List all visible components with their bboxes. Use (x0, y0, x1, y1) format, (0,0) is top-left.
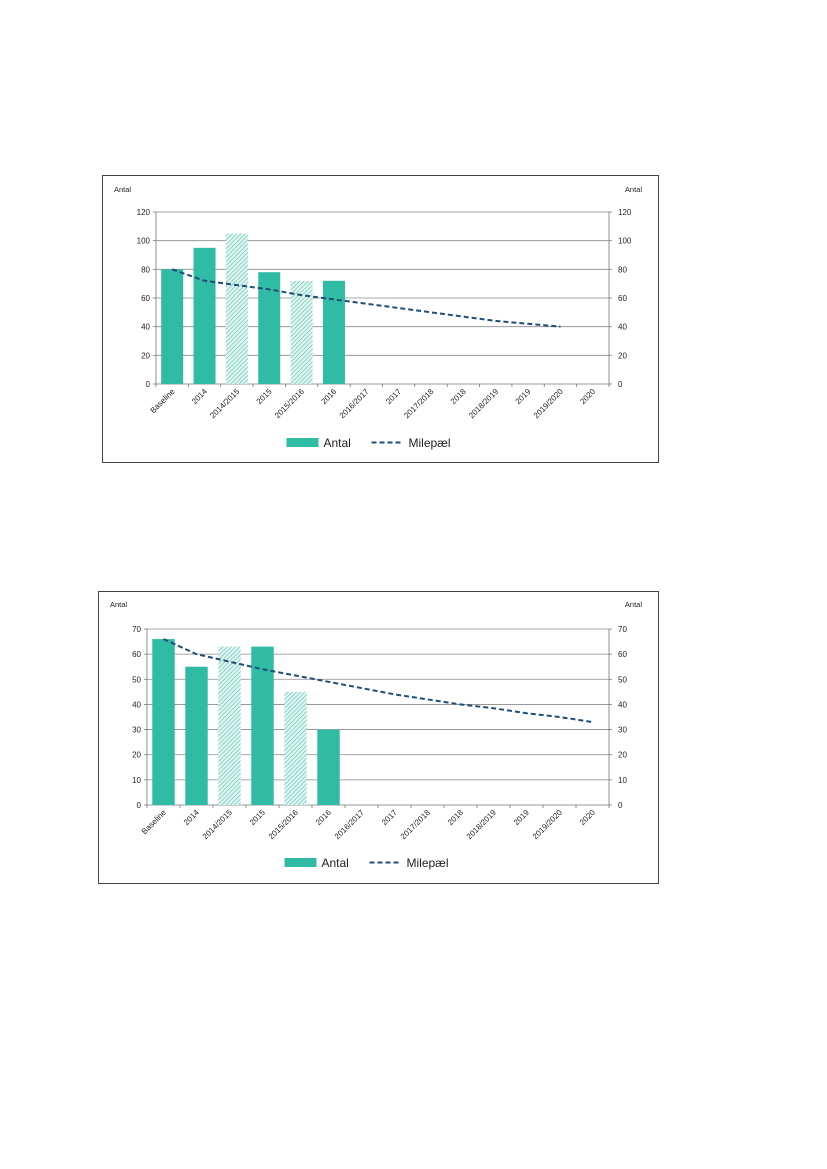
legend-label-bar: Antal (322, 856, 349, 870)
x-tick-label: 2020 (578, 808, 597, 827)
x-tick-label: 2019 (512, 808, 531, 827)
x-tick-label: 2014 (182, 808, 201, 827)
x-tick-label: 2018/2019 (465, 808, 498, 841)
x-tick-label: 2016 (314, 808, 333, 827)
y-tick-label-right: 100 (618, 237, 632, 246)
x-tick-label: 2018 (446, 808, 465, 827)
y-tick-label-right: 80 (618, 265, 627, 274)
y-axis-title-left: Antal (114, 185, 131, 194)
y-tick-label-left: 30 (132, 726, 141, 735)
y-tick-label-left: 10 (132, 776, 141, 785)
x-tick-label: 2018 (449, 387, 468, 406)
milestone-line (171, 268, 561, 328)
y-tick-label-left: 20 (141, 351, 150, 360)
y-tick-label-right: 120 (618, 208, 632, 217)
y-tick-label-right: 20 (618, 351, 627, 360)
bar (185, 666, 208, 805)
y-tick-label-left: 120 (137, 208, 151, 217)
legend-label-line: Milepæl (409, 436, 451, 450)
chart-1: 0 0 20 20 40 40 60 60 80 80 100 100 120 120 Antal Antal… (102, 175, 659, 463)
x-tick-label: 2014 (190, 387, 209, 406)
x-tick-label: 2019 (514, 387, 533, 406)
x-tick-label: 2014/2015 (201, 808, 234, 841)
bar (290, 280, 313, 384)
bar (251, 646, 274, 805)
x-tick-label: 2015 (255, 387, 274, 406)
x-tick-label: 2018/2019 (467, 387, 500, 420)
x-tick-label: 2016/2017 (333, 808, 366, 841)
x-tick-label: 2017/2018 (399, 808, 432, 841)
y-tick-label-right: 20 (618, 751, 627, 760)
y-axis-title-right: Antal (625, 600, 642, 609)
y-tick-label-left: 80 (141, 265, 150, 274)
x-tick-label: 2015/2016 (267, 808, 300, 841)
x-tick-label: Baseline (149, 387, 177, 415)
y-tick-label-right: 0 (618, 801, 623, 810)
y-tick-label-left: 0 (137, 801, 142, 810)
y-tick-label-right: 0 (618, 380, 623, 389)
x-tick-label: 2016 (319, 387, 338, 406)
x-tick-label: 2014/2015 (208, 387, 241, 420)
x-tick-label: 2017 (380, 808, 399, 827)
y-tick-label-right: 40 (618, 323, 627, 332)
legend-swatch-bar (286, 438, 319, 447)
y-tick-label-left: 40 (141, 323, 150, 332)
bar (218, 646, 241, 805)
bar (284, 691, 307, 805)
y-tick-label-left: 60 (141, 294, 150, 303)
y-tick-label-left: 20 (132, 751, 141, 760)
y-tick-label-right: 60 (618, 650, 627, 659)
x-tick-label: 2015/2016 (273, 387, 306, 420)
y-tick-label-left: 50 (132, 675, 141, 684)
x-tick-label: 2017 (384, 387, 403, 406)
y-tick-label-right: 10 (618, 776, 627, 785)
y-tick-label-right: 30 (618, 726, 627, 735)
bar (193, 247, 216, 384)
y-axis-title-left: Antal (110, 600, 127, 609)
bar (322, 280, 345, 384)
bar (317, 729, 340, 805)
y-tick-label-left: 60 (132, 650, 141, 659)
y-tick-label-right: 60 (618, 294, 627, 303)
x-tick-label: 2016/2017 (338, 387, 371, 420)
y-tick-label-right: 40 (618, 700, 627, 709)
chart-2: 0 0 10 10 20 20 30 30 40 40 50 50 60 60 70 70 Antal Antal… (98, 591, 659, 884)
y-tick-label-left: 70 (132, 625, 141, 634)
y-axis-title-right: Antal (625, 185, 642, 194)
x-tick-label: 2020 (578, 387, 597, 406)
bar (225, 233, 248, 384)
x-tick-label: Baseline (140, 808, 168, 836)
y-tick-label-right: 70 (618, 625, 627, 634)
bar (152, 639, 175, 805)
legend-label-bar: Antal (324, 436, 351, 450)
y-tick-label-left: 100 (137, 237, 151, 246)
x-tick-label: 2019/2020 (531, 808, 564, 841)
legend-label-line: Milepæl (407, 856, 449, 870)
y-tick-label-left: 0 (146, 380, 151, 389)
legend-swatch-bar (284, 858, 317, 867)
x-tick-label: 2017/2018 (402, 387, 435, 420)
y-tick-label-right: 50 (618, 675, 627, 684)
y-tick-label-left: 40 (132, 700, 141, 709)
x-tick-label: 2019/2020 (532, 387, 565, 420)
x-tick-label: 2015 (248, 808, 267, 827)
bar (161, 269, 184, 384)
milestone-line (163, 638, 593, 724)
bar (258, 272, 281, 384)
